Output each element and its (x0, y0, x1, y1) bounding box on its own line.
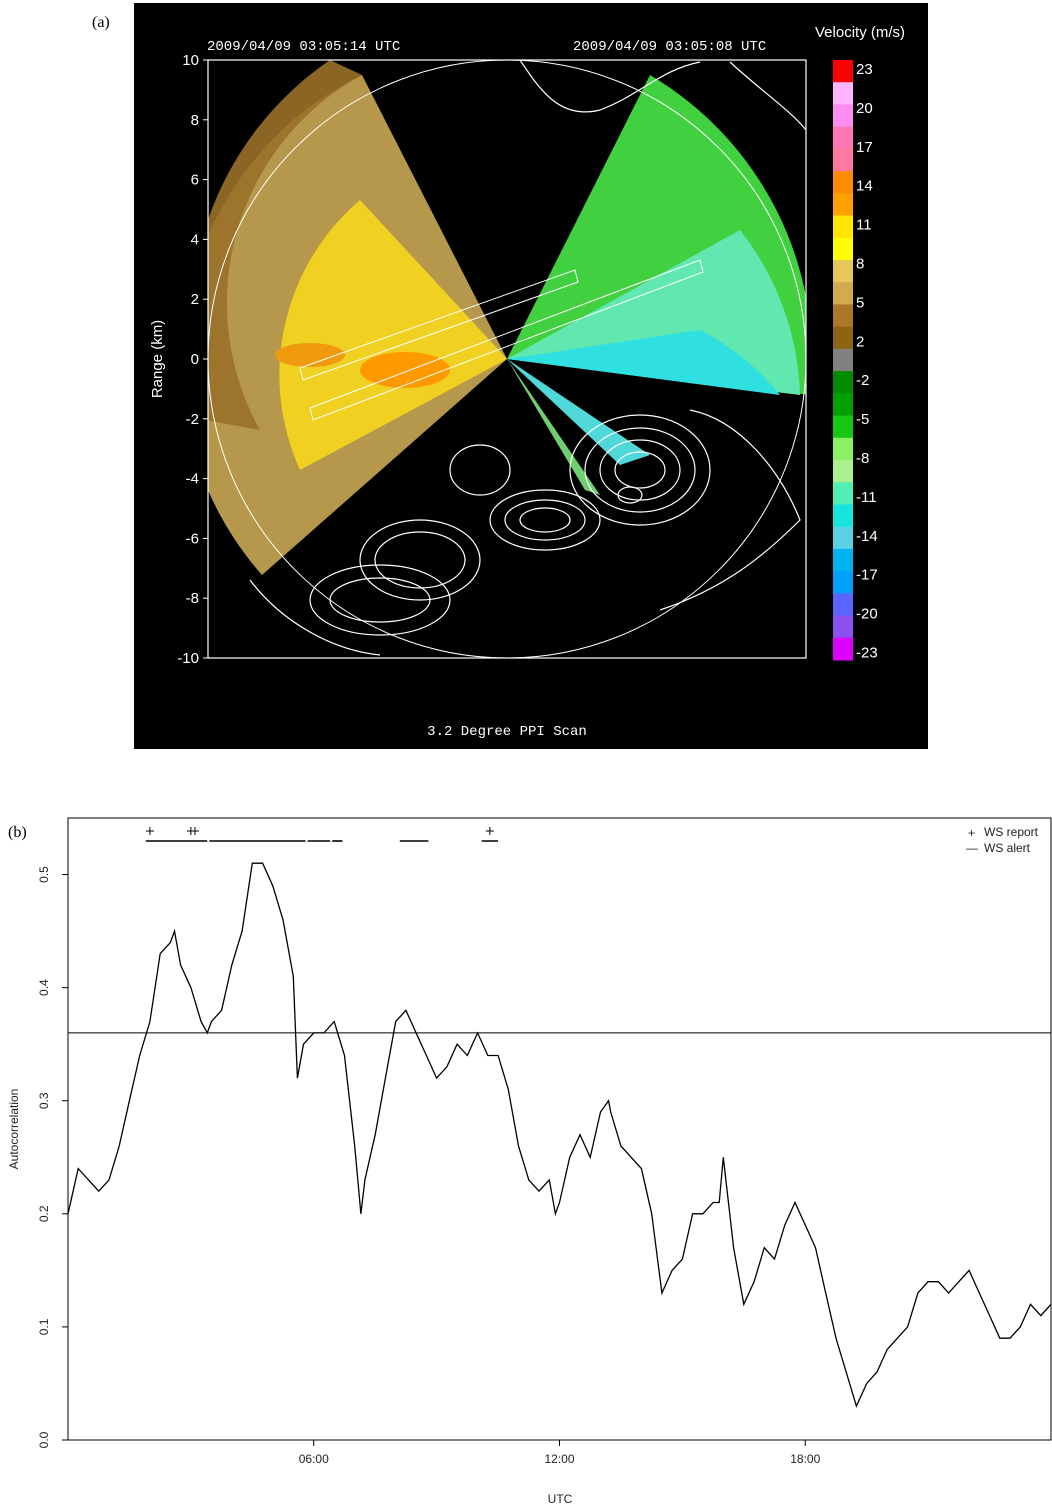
colorbar-segment (833, 415, 853, 439)
colorbar-segment (833, 482, 853, 505)
colorbar-tick-label: 2 (856, 333, 864, 350)
radar-core-orange-2 (275, 343, 345, 367)
colorbar-segment (833, 371, 853, 394)
y-tick-label: -2 (186, 411, 199, 428)
y-tick-label: 0 (191, 351, 199, 368)
timestamp-left: 2009/04/09 03:05:14 UTC (207, 39, 400, 55)
x-tick-label: 18:00 (790, 1452, 820, 1466)
colorbar-segment (833, 326, 853, 350)
x-axis-label: UTC (548, 1492, 573, 1506)
colorbar-tick-label: -20 (856, 606, 878, 623)
colorbar-tick-label: 5 (856, 294, 864, 311)
colorbar-segment (833, 437, 853, 461)
radar-sector-west-outer (208, 60, 362, 430)
colorbar-segment (833, 526, 853, 550)
colorbar-tick-label: -5 (856, 411, 869, 428)
colorbar-segment (833, 637, 853, 661)
colorbar-tick-label: -11 (856, 489, 877, 506)
colorbar-tick-label: 11 (856, 217, 872, 234)
colorbar-tick-label: 17 (856, 139, 873, 156)
autocorrelation-figure: (b) 0.0 0.1 0.2 0.3 0.4 0.5 06:00 12:00 18:00 +… (7, 817, 1052, 1506)
colorbar-segment (833, 304, 853, 328)
y-tick-label: 8 (191, 112, 199, 129)
colorbar-segment (833, 215, 853, 239)
plot-frame-b (67, 817, 1052, 1441)
colorbar-segment (833, 504, 853, 528)
radar-core-orange (360, 352, 450, 388)
y-axis: 0.0 0.1 0.2 0.3 0.4 0.5 (37, 866, 68, 1448)
colorbar-segment (833, 171, 853, 194)
y-tick-label: -8 (186, 590, 199, 607)
y-tick-label: 0.1 (37, 1318, 51, 1335)
y-tick-label: 4 (191, 231, 199, 248)
y-tick-label: 10 (182, 52, 199, 69)
panel-a-label: (a) (92, 14, 110, 31)
colorbar-tick-label: -14 (856, 528, 878, 545)
radar-spoke-2 (507, 359, 600, 495)
colorbar-segment (833, 348, 853, 372)
y-axis-ticks: 10 8 6 4 2 0 -2 -4 -6 -8 -10 (177, 52, 208, 667)
legend-report-symbol: + (968, 826, 975, 840)
colorbar-tick-label: -17 (856, 567, 878, 584)
colorbar-segment (833, 193, 853, 217)
colorbar-segment (833, 126, 853, 150)
y-tick-label: -6 (186, 530, 199, 547)
colorbar-tick-label: 23 (856, 61, 873, 78)
colorbar-segment (833, 548, 853, 572)
x-tick-label: 06:00 (299, 1452, 329, 1466)
panel-b-label: (b) (8, 824, 27, 841)
legend-report-label: WS report (984, 825, 1039, 839)
y-axis-label-b: Autocorrelation (7, 1089, 21, 1170)
terrain-contours (249, 60, 806, 656)
y-tick-label: 0.0 (37, 1431, 51, 1448)
legend-alert-label: WS alert (984, 841, 1031, 855)
colorbar-tick-label: 20 (856, 100, 873, 117)
runway-outlines (299, 259, 704, 421)
colorbar-segment (833, 104, 853, 128)
y-tick-label: 0.3 (37, 1092, 51, 1109)
colorbar-segment (833, 282, 853, 305)
x-axis: 06:00 12:00 18:00 (299, 1440, 821, 1466)
colorbar-segment (833, 571, 853, 594)
y-tick-label: 2 (191, 291, 199, 308)
colorbar-segment (833, 60, 853, 83)
timestamp-right: 2009/04/09 03:05:08 UTC (573, 39, 766, 55)
colorbar-segment (833, 393, 853, 417)
y-tick-label: 0.2 (37, 1205, 51, 1222)
ws-report-markers (145, 827, 494, 835)
y-tick-label: 0.4 (37, 979, 51, 996)
colorbar-tick-label: 14 (856, 178, 873, 195)
colorbar-segment (833, 82, 853, 105)
colorbar-tick-label: -2 (856, 372, 869, 389)
scan-title: 3.2 Degree PPI Scan (427, 724, 587, 740)
radar-spoke (507, 359, 650, 465)
y-tick-label: -10 (177, 650, 199, 667)
colorbar-segment (833, 148, 853, 172)
colorbar-tick-label: -8 (856, 450, 869, 467)
colorbar-segment (833, 593, 853, 617)
colorbar-tick-label: -23 (856, 645, 878, 662)
legend: + WS report — WS alert (966, 825, 1039, 855)
y-tick-label: 0.5 (37, 866, 51, 883)
colorbar-label: Velocity (m/s) (815, 24, 905, 41)
colorbar-segment (833, 260, 853, 283)
radar-ppi-figure: (a) 2009/04/09 03:05:14 UTC 2009/04/09 0… (92, 3, 928, 749)
x-tick-label: 12:00 (544, 1452, 574, 1466)
y-axis-label: Range (km) (149, 320, 166, 398)
colorbar-segment (833, 615, 853, 639)
radar-sector-east-cyan (507, 330, 780, 395)
velocity-colorbar: 23 20 17 14 11 8 5 2 -2 -5 -8 -11 -14 -17 -20 -23 (833, 60, 878, 662)
y-tick-label: 6 (191, 172, 199, 189)
colorbar-segment (833, 237, 853, 261)
colorbar-segment (833, 460, 853, 483)
legend-alert-symbol: — (966, 841, 978, 855)
radar-plot-area (208, 60, 806, 656)
colorbar-tick-label: 8 (856, 256, 864, 273)
autocorrelation-series-line (67, 862, 1052, 1408)
y-tick-label: -4 (186, 471, 199, 488)
